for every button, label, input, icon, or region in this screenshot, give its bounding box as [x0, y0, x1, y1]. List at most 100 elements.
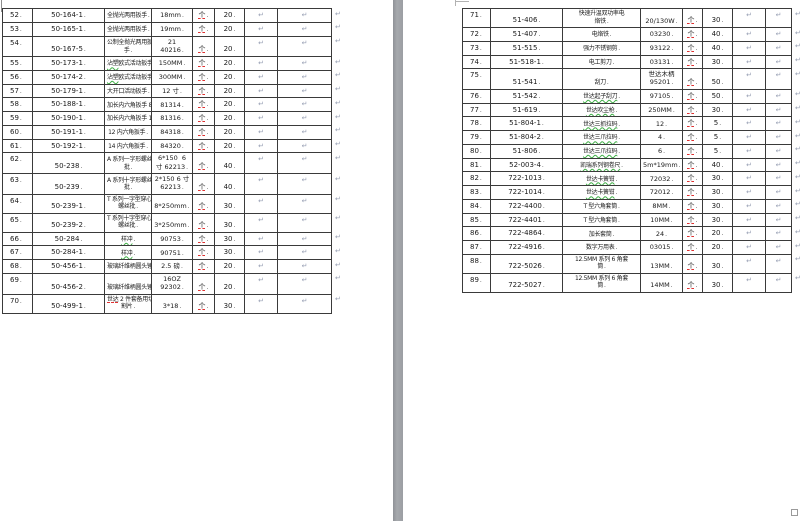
cell-name[interactable]: T 型六角套筒 — [562, 198, 641, 214]
cell-spec[interactable]: 5m*19mm — [640, 157, 683, 173]
cell-blank[interactable]: ↵ — [765, 198, 792, 214]
cell-blank[interactable]: ↵ — [244, 97, 278, 113]
cell-name[interactable]: 加长套筒 — [562, 226, 641, 242]
cell-name[interactable]: A 系列一字形螺丝 批 — [104, 152, 152, 174]
cell-unit[interactable]: 个 — [192, 293, 215, 314]
cell-code[interactable]: 50-165-1 — [32, 21, 105, 37]
cell-name[interactable]: 加长内六角扳手 10 — [104, 111, 152, 126]
cell-spec[interactable]: 4 — [640, 130, 683, 145]
cell-blank[interactable]: ↵ — [765, 116, 792, 132]
cell-unit[interactable]: 个 — [682, 27, 703, 42]
cell-index[interactable]: 66 — [2, 231, 33, 247]
cell-qty[interactable]: 5 — [702, 143, 733, 159]
cell-blank[interactable]: ↵ — [244, 111, 278, 126]
cell-name[interactable]: 世达起子刮刀 — [562, 88, 641, 104]
cell-qty[interactable]: 40 — [214, 152, 245, 174]
cell-unit[interactable]: 个 — [682, 171, 703, 187]
cell-qty[interactable]: 20 — [214, 8, 245, 23]
cell-unit[interactable]: 个 — [192, 212, 215, 233]
cell-blank[interactable]: ↵ — [277, 272, 332, 295]
cell-code[interactable]: 50-239 — [32, 173, 105, 195]
cell-blank[interactable]: ↵ — [732, 40, 766, 56]
cell-blank[interactable]: ↵ — [732, 157, 766, 173]
cell-blank[interactable]: ↵ — [732, 185, 766, 200]
cell-index[interactable]: 53 — [2, 21, 33, 37]
cell-blank[interactable]: ↵ — [244, 245, 278, 261]
cell-name[interactable]: 12.5MM 系列 6 角套 筒 — [562, 272, 641, 293]
cell-blank[interactable]: ↵ — [765, 212, 792, 228]
cell-qty[interactable]: 20 — [214, 259, 245, 274]
cell-spec[interactable]: 14MM — [640, 272, 683, 293]
cell-spec[interactable]: 24 — [640, 226, 683, 242]
cell-index[interactable]: 60 — [2, 124, 33, 140]
cell-unit[interactable]: 个 — [192, 259, 215, 274]
cell-index[interactable]: 81 — [462, 157, 491, 173]
cell-name[interactable]: T 系列一字型穿心 螺丝批 — [104, 193, 152, 214]
cell-qty[interactable]: 30 — [214, 193, 245, 214]
cell-spec[interactable]: 18mm — [151, 8, 193, 23]
cell-unit[interactable]: 个 — [192, 21, 215, 37]
cell-name[interactable]: 玻璃纤维柄圆头锤 — [104, 272, 152, 295]
cell-unit[interactable]: 个 — [682, 102, 703, 118]
cell-spec[interactable]: 81316 — [151, 111, 193, 126]
cell-name[interactable]: 样冲 — [104, 231, 152, 247]
cell-qty[interactable]: 40 — [702, 157, 733, 173]
cell-spec[interactable]: 84320 — [151, 138, 193, 154]
cell-unit[interactable]: 个 — [682, 185, 703, 200]
cell-blank[interactable]: ↵ — [277, 293, 332, 314]
cell-index[interactable]: 55 — [2, 56, 33, 71]
cell-blank[interactable]: ↵ — [765, 185, 792, 200]
cell-name[interactable]: 全抛光两用扳手 — [104, 21, 152, 37]
cell-unit[interactable]: 个 — [192, 272, 215, 295]
cell-name[interactable]: 14 内六角扳手 — [104, 138, 152, 154]
cell-index[interactable]: 80 — [462, 143, 491, 159]
cell-unit[interactable]: 个 — [682, 212, 703, 228]
cell-name[interactable]: 世达 2 件套备用切 割片 — [104, 293, 152, 314]
cell-index[interactable]: 73 — [462, 40, 491, 56]
cell-code[interactable]: 51-515 — [490, 40, 563, 56]
cell-qty[interactable]: 30 — [702, 185, 733, 200]
cell-qty[interactable]: 20 — [214, 138, 245, 154]
cell-spec[interactable]: 72032 — [640, 171, 683, 187]
cell-code[interactable]: 50-284 — [32, 231, 105, 247]
cell-unit[interactable]: 个 — [192, 69, 215, 85]
cell-unit[interactable]: 个 — [682, 116, 703, 132]
cell-name[interactable]: 世达吹尘枪 — [562, 102, 641, 118]
cell-blank[interactable]: ↵ — [765, 240, 792, 255]
cell-code[interactable]: 722-1014 — [490, 185, 563, 200]
cell-name[interactable]: 凯瑞系列钢卷尺 — [562, 157, 641, 173]
cell-blank[interactable]: ↵ — [765, 171, 792, 187]
cell-index[interactable]: 54 — [2, 35, 33, 58]
cell-qty[interactable]: 20 — [214, 35, 245, 58]
cell-blank[interactable]: ↵ — [244, 35, 278, 58]
cell-name[interactable]: 玻璃纤维柄圆头锤 — [104, 259, 152, 274]
cell-blank[interactable]: ↵ — [244, 152, 278, 174]
cell-index[interactable]: 74 — [462, 54, 491, 70]
cell-qty[interactable]: 30 — [702, 102, 733, 118]
cell-index[interactable]: 77 — [462, 102, 491, 118]
cell-blank[interactable]: ↵ — [244, 124, 278, 140]
cell-spec[interactable]: 12 — [640, 116, 683, 132]
cell-name[interactable]: 沾塑欧式活动扳手 — [104, 69, 152, 85]
cell-spec[interactable]: 21 40216 — [151, 35, 193, 58]
cell-blank[interactable]: ↵ — [732, 116, 766, 132]
cell-spec[interactable]: 世达木柄 95201 — [640, 68, 683, 90]
cell-code[interactable]: 50-192-1 — [32, 138, 105, 154]
cell-code[interactable]: 50-188-1 — [32, 97, 105, 113]
cell-blank[interactable]: ↵ — [277, 56, 332, 71]
cell-blank[interactable]: ↵ — [732, 171, 766, 187]
cell-name[interactable]: 大开口活动扳手 — [104, 83, 152, 99]
cell-name[interactable]: 加长内六角扳手 8 — [104, 97, 152, 113]
cell-blank[interactable]: ↵ — [277, 111, 332, 126]
cell-blank[interactable]: ↵ — [277, 193, 332, 214]
cell-qty[interactable]: 30 — [214, 293, 245, 314]
cell-qty[interactable]: 30 — [702, 171, 733, 187]
cell-blank[interactable]: ↵ — [732, 143, 766, 159]
cell-blank[interactable]: ↵ — [244, 193, 278, 214]
cell-code[interactable]: 50-190-1 — [32, 111, 105, 126]
cell-unit[interactable]: 个 — [192, 231, 215, 247]
cell-qty[interactable]: 30 — [214, 245, 245, 261]
cell-blank[interactable]: ↵ — [732, 88, 766, 104]
cell-unit[interactable]: 个 — [682, 198, 703, 214]
cell-blank[interactable]: ↵ — [765, 27, 792, 42]
